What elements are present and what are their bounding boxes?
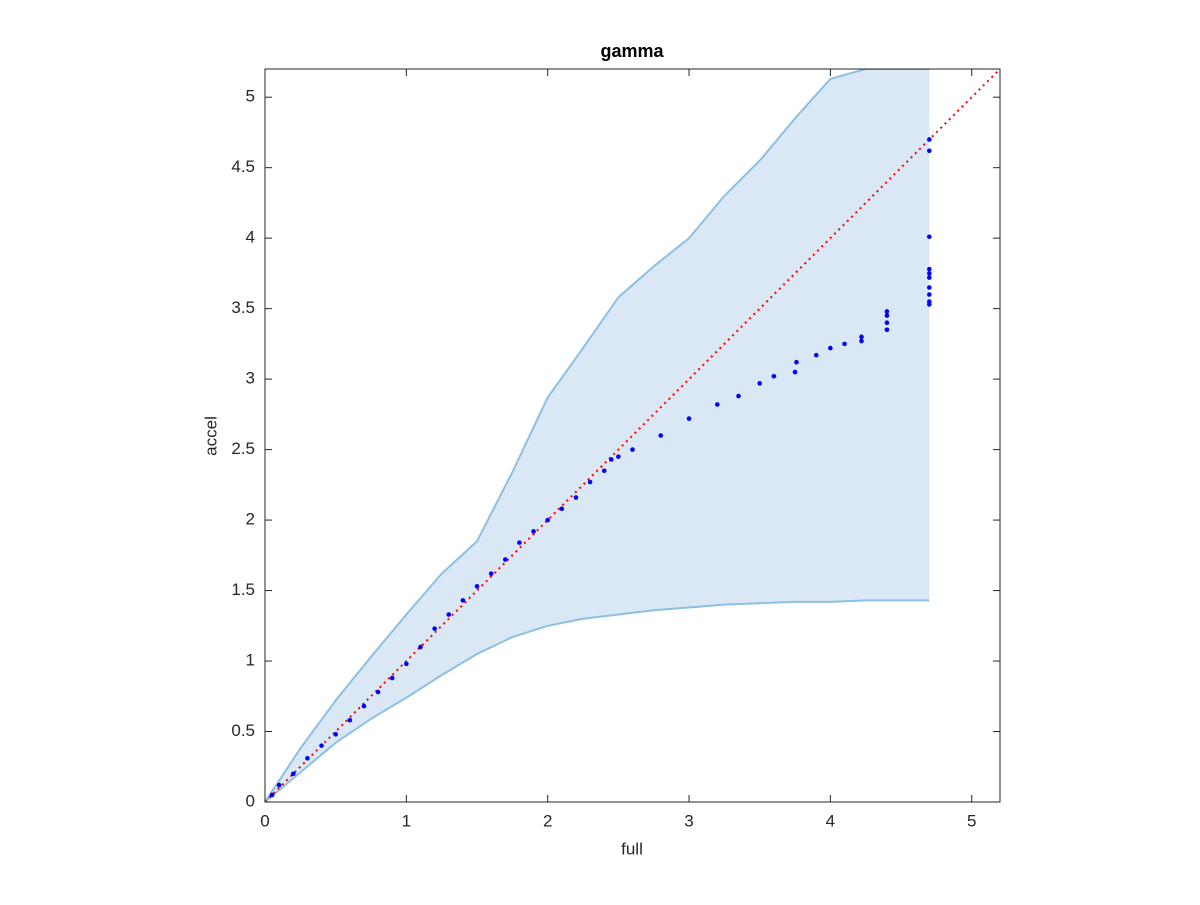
band-upper: [265, 69, 930, 802]
data-point: [884, 309, 890, 314]
data-point: [432, 626, 437, 631]
y-tick-label: 0.5: [231, 721, 255, 740]
data-point: [736, 393, 741, 399]
band-lower: [265, 599, 930, 802]
data-point: [269, 792, 275, 798]
data-point: [715, 402, 720, 407]
y-tick-label: 1: [246, 651, 255, 670]
confidence-band: [265, 69, 930, 802]
y-tick-label: 3: [246, 369, 255, 388]
data-point: [446, 612, 452, 617]
data-point: [927, 275, 932, 280]
x-tick-label: 2: [543, 811, 552, 830]
x-tick-label: 0: [260, 811, 269, 830]
data-point: [389, 675, 395, 681]
data-point: [927, 148, 932, 154]
x-tick-label: 1: [402, 811, 411, 830]
data-point: [305, 756, 310, 761]
data-point: [531, 529, 536, 534]
data-point: [927, 292, 932, 297]
data-point: [608, 457, 614, 462]
data-point: [418, 644, 423, 650]
data-point: [474, 584, 480, 589]
data-point: [319, 743, 324, 748]
data-point: [375, 689, 381, 695]
x-tick-label: 5: [967, 811, 976, 830]
data-point: [630, 447, 635, 452]
y-tick-label: 5: [246, 87, 255, 106]
y-tick-label: 3.5: [231, 298, 255, 317]
x-tick-label: 4: [826, 811, 835, 830]
data-point: [927, 271, 932, 276]
data-point: [686, 416, 692, 421]
data-point: [658, 433, 664, 438]
data-point: [488, 571, 494, 576]
data-point: [559, 506, 565, 512]
data-point: [771, 373, 777, 379]
data-point: [927, 234, 932, 240]
plot-area: [265, 69, 1000, 802]
y-tick-label: 4: [246, 228, 255, 247]
y-axis-label: accel: [201, 416, 220, 456]
y-tick-label: 0: [246, 791, 255, 810]
data-point: [361, 703, 367, 709]
data-point: [290, 771, 296, 777]
data-point: [828, 345, 833, 351]
data-point: [276, 782, 282, 788]
data-point: [859, 338, 864, 344]
data-point: [927, 299, 932, 304]
data-point: [573, 495, 579, 500]
data-point: [927, 266, 932, 272]
y-tick-label: 4.5: [231, 157, 255, 176]
axes-box: [264, 68, 1001, 803]
data-point: [347, 717, 353, 723]
data-point: [587, 479, 593, 485]
data-point: [404, 661, 409, 667]
data-point: [460, 598, 466, 603]
y-tick-label: 2: [246, 510, 255, 529]
reference-line: [265, 69, 1000, 802]
y-tick-label: 2.5: [231, 439, 255, 458]
data-point: [884, 320, 890, 326]
chart-title: gamma: [600, 41, 664, 61]
data-point: [545, 517, 550, 523]
data-point: [757, 381, 763, 386]
data-point: [859, 334, 864, 340]
data-point: [333, 732, 338, 737]
data-point: [813, 352, 819, 358]
data-point: [792, 369, 798, 375]
data-point: [517, 540, 522, 545]
data-point: [502, 557, 508, 562]
data-point: [794, 359, 799, 365]
data-point: [927, 285, 932, 290]
y-tick-label: 1.5: [231, 580, 255, 599]
data-point: [842, 341, 847, 347]
data-point: [884, 327, 890, 333]
data-point: [601, 468, 607, 474]
data-point: [884, 313, 890, 318]
x-tick-label: 3: [684, 811, 693, 830]
data-point: [616, 454, 621, 459]
x-axis-label: full: [621, 839, 643, 858]
data-point: [927, 137, 932, 142]
